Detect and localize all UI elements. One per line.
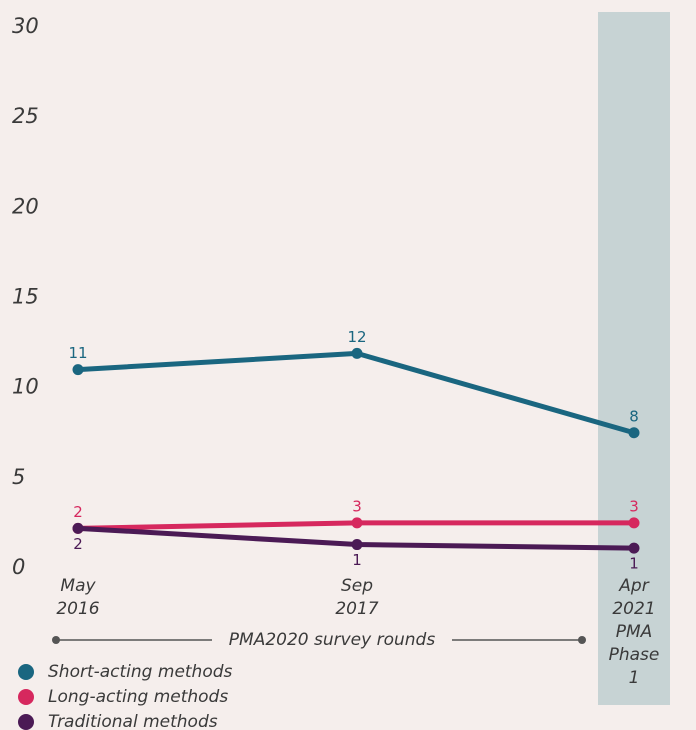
y-tick-label: 30: [12, 14, 39, 38]
y-tick-label: 0: [12, 555, 25, 579]
value-label: 2: [73, 535, 83, 553]
value-label: 3: [629, 497, 639, 515]
annotation-bg: [212, 628, 452, 652]
point: [351, 539, 363, 551]
y-tick-label: 10: [12, 375, 39, 399]
line: [77, 350, 635, 436]
x-tick-label: May 2016: [56, 576, 99, 619]
value-label: 11: [68, 344, 87, 362]
value-label: 2: [73, 503, 83, 521]
legend-swatch: [18, 664, 34, 680]
point: [628, 542, 640, 554]
annotation-dot: [52, 636, 60, 644]
y-tick-label: 15: [12, 285, 39, 309]
legend-swatch: [18, 714, 34, 730]
value-label: 8: [629, 407, 639, 425]
point: [72, 364, 84, 376]
annotation-dot: [578, 636, 586, 644]
point: [72, 522, 84, 534]
value-label: 1: [352, 551, 362, 569]
legend-label: Short-acting methods: [48, 662, 233, 682]
legend-label: Long-acting methods: [48, 687, 228, 707]
legend-label: Traditional methods: [48, 712, 218, 730]
point: [628, 517, 640, 529]
x-tick-label: Sep 2017: [335, 576, 378, 619]
value-label: 1: [629, 555, 639, 573]
point: [351, 347, 363, 359]
y-tick-label: 25: [12, 104, 39, 128]
annotation: PMA2020 survey rounds: [229, 630, 436, 650]
point: [351, 517, 363, 529]
value-label: 3: [352, 497, 362, 515]
value-label: 12: [347, 328, 366, 346]
y-tick-label: 5: [12, 465, 25, 489]
point: [628, 427, 640, 439]
highlight-band: [598, 12, 670, 705]
legend-swatch: [18, 689, 34, 705]
x-tick-label: Apr 2021 PMA Phase 1: [609, 576, 660, 688]
y-tick-label: 20: [12, 194, 39, 218]
